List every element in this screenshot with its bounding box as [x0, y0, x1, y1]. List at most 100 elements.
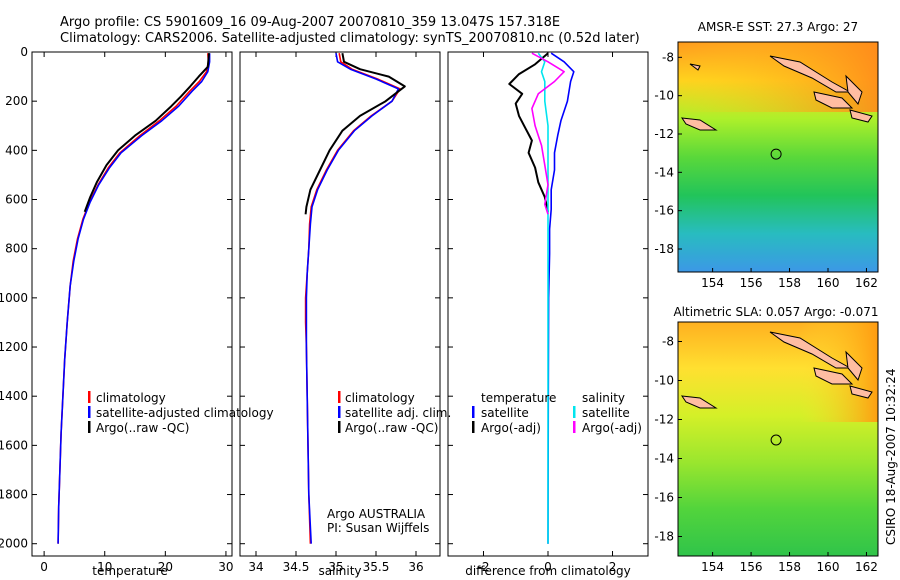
legend-label-argo: Argo(..raw -QC) — [345, 421, 438, 435]
sla-map-title: Altimetric SLA: 0.057 Argo: -0.071 — [673, 305, 878, 319]
map-x-tick-label: 158 — [778, 560, 801, 574]
series-climatology-line — [57, 53, 210, 544]
legend-label-temperature-argo: Argo(-adj) — [481, 421, 541, 435]
island-makira — [849, 385, 873, 399]
map-y-tick-label: -14 — [654, 165, 674, 179]
sla-map-argo-marker — [770, 434, 782, 446]
island-malaita — [845, 350, 863, 382]
temperature-ticks: 0 200 400 600 800 1000 1200 1400 1600 1800 2000 0 10… — [0, 45, 234, 574]
map-y-tick-label: -12 — [654, 413, 674, 427]
x-tick-label: 34 — [248, 560, 263, 574]
x-tick-label: 0 — [544, 560, 552, 574]
map-x-tick-label: 154 — [701, 560, 724, 574]
y-tick-label: 1000 — [0, 291, 28, 305]
salinity-legend: climatology satellite adj. clim. Argo(..… — [338, 391, 451, 435]
temperature-legend: climatology satellite-adjusted climatolo… — [88, 391, 274, 435]
legend-label-satellite: satellite-adjusted climatology — [96, 406, 274, 420]
x-tick-label: 35.5 — [363, 560, 390, 574]
y-tick-label: 2000 — [0, 537, 28, 551]
legend-swatch-salinity-argo — [573, 421, 576, 433]
map-y-tick-label: -10 — [654, 89, 674, 103]
x-tick-label: 36 — [408, 560, 423, 574]
legend-label-satellite: satellite adj. clim. — [345, 406, 451, 420]
legend-swatch-satellite — [338, 406, 341, 418]
island-makira — [849, 109, 873, 123]
legend-heading-temperature: temperature — [481, 391, 556, 405]
legend-swatch-climatology — [88, 391, 91, 403]
legend-label-climatology: climatology — [96, 391, 166, 405]
map-x-tick-label: 160 — [817, 560, 840, 574]
legend-label-argo: Argo(..raw -QC) — [96, 421, 189, 435]
sst-map-panel: AMSR-E SST: 27.3 Argo: 27 -8 -10 -12 -14 -16… — [654, 20, 879, 290]
y-tick-label: 1600 — [0, 438, 28, 452]
salinity-panel: 34 34.5 35 35.5 36 salinity climatology sate… — [239, 51, 451, 578]
series-temperature-satellite-line — [547, 52, 575, 544]
legend-label-salinity-satellite: satellite — [582, 406, 630, 420]
map-x-tick-label: 158 — [778, 276, 801, 290]
map-y-tick-label: -18 — [654, 242, 674, 256]
difference-legend: temperature satellite Argo(-adj) salinit… — [472, 391, 642, 435]
legend-label-temperature-satellite: satellite — [481, 406, 529, 420]
island-new-georgia — [769, 55, 852, 93]
sst-map-field — [678, 42, 878, 272]
x-tick-label: 30 — [218, 560, 233, 574]
sla-map-panel: Altimetric SLA: 0.057 Argo: -0.071 -8 -10… — [654, 305, 878, 574]
map-x-tick-label: 154 — [701, 276, 724, 290]
legend-label-climatology: climatology — [345, 391, 415, 405]
island-guadalcanal — [813, 91, 854, 109]
temperature-axes-frame — [31, 51, 233, 557]
map-x-tick-label: 156 — [740, 560, 763, 574]
map-y-tick-label: -16 — [654, 491, 674, 505]
y-tick-label: 400 — [5, 143, 28, 157]
sst-map-warm-overlay — [678, 42, 878, 112]
map-x-tick-label: 162 — [855, 560, 878, 574]
map-x-tick-label: 156 — [740, 276, 763, 290]
salinity-ticks: 34 34.5 35 35.5 36 — [240, 51, 440, 574]
sst-map-frame — [677, 41, 879, 273]
island-small-west — [689, 63, 701, 71]
legend-swatch-salinity-satellite — [573, 406, 576, 418]
difference-lines — [508, 52, 575, 544]
temperature-lines — [57, 53, 211, 544]
series-satellite-adj-clim-line — [305, 53, 400, 544]
legend-swatch-temperature-satellite — [472, 406, 475, 418]
map-y-tick-label: -18 — [654, 530, 674, 544]
x-tick-label: 20 — [158, 560, 173, 574]
legend-swatch-climatology — [338, 391, 341, 403]
difference-xlabel: difference from climatology — [465, 564, 631, 578]
y-tick-label: 800 — [5, 242, 28, 256]
map-y-tick-label: -14 — [654, 452, 674, 466]
sla-map-field — [678, 322, 878, 556]
series-temperature-argo-adj-line — [508, 52, 549, 213]
legend-label-salinity-argo: Argo(-adj) — [582, 421, 642, 435]
annotation-argo-australia: Argo AUSTRALIA — [327, 507, 426, 521]
legend-heading-salinity: salinity — [582, 391, 625, 405]
legend-swatch-argo — [338, 421, 341, 433]
side-timestamp: CSIRO 18-Aug-2007 10:32:24 — [884, 369, 898, 545]
island-louisiade — [680, 117, 718, 131]
sla-map-ticks: -8 -10 -12 -14 -16 -18 154 156 158 160 162 — [654, 335, 878, 575]
x-tick-label: 2 — [609, 560, 617, 574]
island-guadalcanal — [813, 367, 854, 385]
sla-map-frame — [677, 321, 879, 557]
temperature-panel: 0 200 400 600 800 1000 1200 1400 1600 1800 2000 0 10… — [0, 45, 274, 578]
sst-map-ticks: -8 -10 -12 -14 -16 -18 154 156 158 160 162 — [654, 50, 878, 290]
x-tick-label: 34.5 — [283, 560, 310, 574]
legend-swatch-temperature-argo — [472, 421, 475, 433]
map-y-tick-label: -10 — [654, 374, 674, 388]
sla-map-warm-overlay — [800, 322, 878, 422]
island-louisiade — [680, 395, 718, 409]
series-argo-raw-qc-line — [83, 53, 210, 213]
series-satellite-adjusted-climatology-line — [57, 53, 211, 544]
map-y-tick-label: -8 — [662, 335, 674, 349]
map-y-tick-label: -8 — [662, 50, 674, 64]
difference-panel: -2 0 2 difference from climatology tempera… — [447, 51, 649, 578]
legend-swatch-satellite — [88, 406, 91, 418]
temperature-xlabel: temperature — [92, 564, 167, 578]
header-line-1: Argo profile: CS 5901609_16 09-Aug-2007 … — [60, 15, 560, 30]
series-argo-raw-qc-line — [304, 53, 406, 215]
annotation-pi: PI: Susan Wijffels — [327, 521, 429, 535]
x-tick-label: 35 — [328, 560, 343, 574]
y-tick-label: 200 — [5, 94, 28, 108]
